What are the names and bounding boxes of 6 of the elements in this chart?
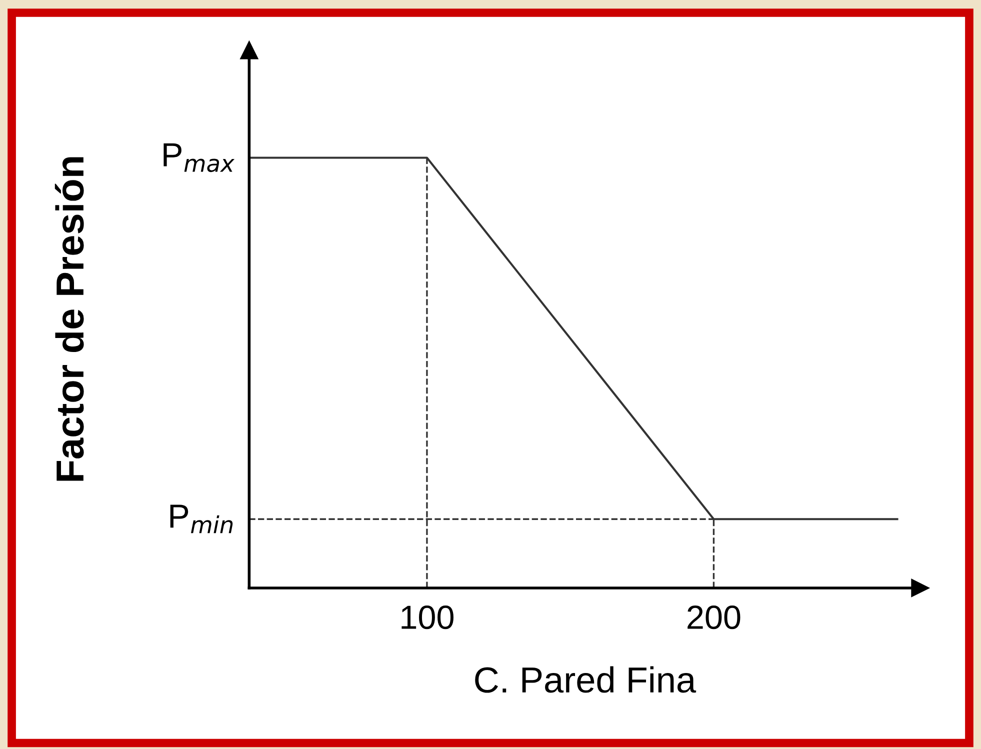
y-axis-title: Factor de Presión [54, 157, 84, 481]
x-axis-title: C. Pared Fina [475, 666, 696, 693]
x-tick-label: 100 [402, 606, 454, 630]
x-tick-label: 200 [688, 606, 740, 630]
annotation: P$_{max}$ [164, 143, 235, 172]
annotation: P$_{min}$ [170, 504, 233, 534]
